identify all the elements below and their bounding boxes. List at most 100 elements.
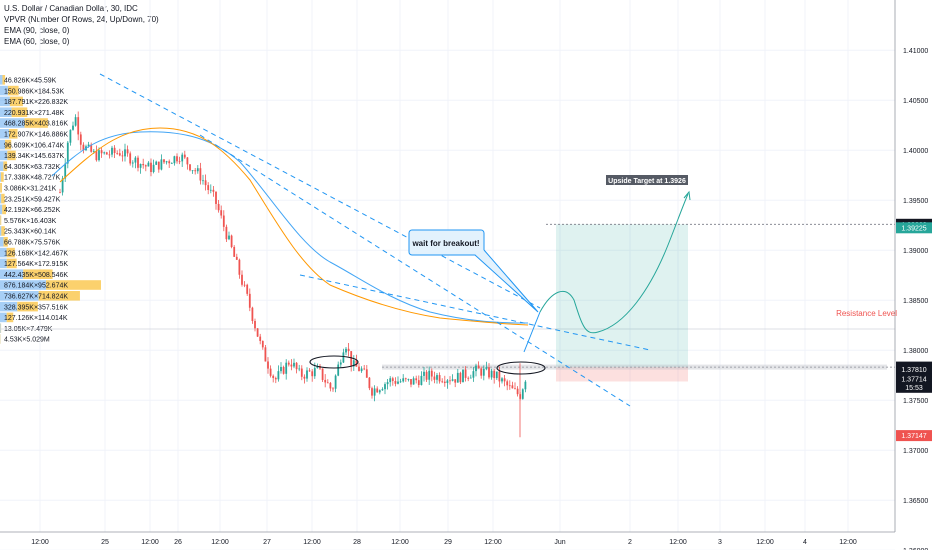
target-label-bg <box>606 175 688 185</box>
vp-label: 876.184K×952.674K <box>4 283 68 290</box>
candle-body <box>191 170 194 172</box>
x-tick-label: 12:00 <box>484 539 502 546</box>
vp-buy-bar <box>0 323 1 333</box>
candle-body <box>347 348 350 352</box>
x-tick-label: 12:00 <box>839 539 857 546</box>
candle-body <box>485 367 488 369</box>
candle-body <box>272 375 275 379</box>
price-tag <box>896 381 932 393</box>
y-tick-label: 1.39500 <box>903 198 928 205</box>
candle-body <box>113 147 116 153</box>
vp-label: 5.576K×16.403K <box>4 218 57 225</box>
indicator-vpvr: VPVR (Number Of Rows, 24, Up/Down, 70) <box>4 15 159 24</box>
candle-body <box>376 388 379 393</box>
price-tag-label: 1.39225 <box>901 225 926 232</box>
vp-label: 127.126K×114.014K <box>4 315 68 322</box>
candle-body <box>82 144 85 151</box>
candle-body <box>238 259 241 275</box>
volume-profile: 46.826K×45.59K 150.986K×184.53K 187.791K×2… <box>0 75 895 344</box>
candle-body <box>308 370 311 372</box>
candle-body <box>269 368 272 376</box>
candle-body <box>150 162 152 173</box>
candlesticks <box>59 111 527 438</box>
candle-body <box>454 379 457 383</box>
x-tick-label: 12:00 <box>211 539 229 546</box>
x-tick-label: 12:00 <box>669 539 687 546</box>
y-tick-label: 1.37500 <box>903 398 928 405</box>
candle-body <box>300 368 303 377</box>
candle-body <box>155 161 158 165</box>
candle-body <box>443 381 446 384</box>
candle-body <box>407 379 410 380</box>
x-tick-label: 3 <box>718 539 722 546</box>
candle-body <box>516 388 519 395</box>
vp-sell-bar <box>7 85 19 96</box>
vp-label: 64.305K×63.732K <box>4 164 61 171</box>
candle-body <box>306 370 308 379</box>
vp-buy-bar <box>0 247 7 258</box>
x-tick-label: 29 <box>444 539 452 546</box>
profit-zone <box>556 224 688 368</box>
candle-body <box>59 192 61 194</box>
candle-body <box>168 161 171 164</box>
candle-body <box>173 156 176 164</box>
candle-body <box>74 117 77 126</box>
callout-text: wait for breakout! <box>411 239 479 248</box>
x-tick-label: 27 <box>263 539 271 546</box>
vp-buy-bar <box>0 172 1 182</box>
vp-buy-bar <box>0 193 2 204</box>
candle-body <box>282 366 285 374</box>
candle-body <box>181 154 184 162</box>
candle-body <box>508 385 511 387</box>
y-tick-label: 1.41000 <box>903 48 928 55</box>
candle-body <box>290 364 293 367</box>
candle-body <box>124 149 126 157</box>
drawings: wait for breakout! Upside Target at 1.392… <box>99 73 897 407</box>
candle-body <box>186 157 189 165</box>
candle-body <box>254 320 256 329</box>
vp-sell-bar <box>9 96 23 107</box>
callout-pointer <box>474 249 539 313</box>
candle-body <box>373 388 376 396</box>
candle-body <box>339 362 342 365</box>
y-tick-label: 1.38500 <box>903 298 928 305</box>
candle-body <box>293 362 295 367</box>
candle-body <box>241 274 243 285</box>
candle-body <box>482 368 485 376</box>
vp-buy-bar <box>0 161 4 171</box>
candle-body <box>480 368 483 376</box>
resistance-label: Resistance Level <box>836 309 897 318</box>
candle-body <box>503 378 506 382</box>
candle-body <box>137 157 139 168</box>
trendline-upper <box>99 73 541 309</box>
candle-body <box>202 180 204 182</box>
candle-body <box>326 382 329 384</box>
candle-body <box>337 364 340 376</box>
x-tick-label: 26 <box>174 539 182 546</box>
vp-sell-bar <box>2 204 7 215</box>
candle-body <box>360 368 363 372</box>
price-tag <box>896 373 932 385</box>
y-tick-label: 1.36000 <box>903 548 928 550</box>
candle-body <box>402 378 405 382</box>
candle-body <box>176 156 178 162</box>
candle-body <box>116 152 119 154</box>
candle-body <box>139 163 142 168</box>
vp-sell-bar <box>24 118 48 128</box>
candle-body <box>98 150 100 161</box>
candle-body <box>61 178 64 193</box>
price-tag <box>896 222 932 234</box>
candle-body <box>332 388 334 390</box>
ema-90-line <box>51 131 529 324</box>
x-tick-label: 2 <box>628 539 632 546</box>
candle-body <box>415 378 418 381</box>
price-tag-label: 1.37147 <box>901 433 926 440</box>
support-ellipse-2 <box>496 361 546 375</box>
vp-label: 468.285K×403.816K <box>4 121 68 128</box>
candle-body <box>222 215 225 227</box>
vp-buy-bar <box>0 312 7 323</box>
candle-body <box>79 134 82 145</box>
vp-buy-bar <box>0 269 24 279</box>
candle-body <box>446 380 449 384</box>
